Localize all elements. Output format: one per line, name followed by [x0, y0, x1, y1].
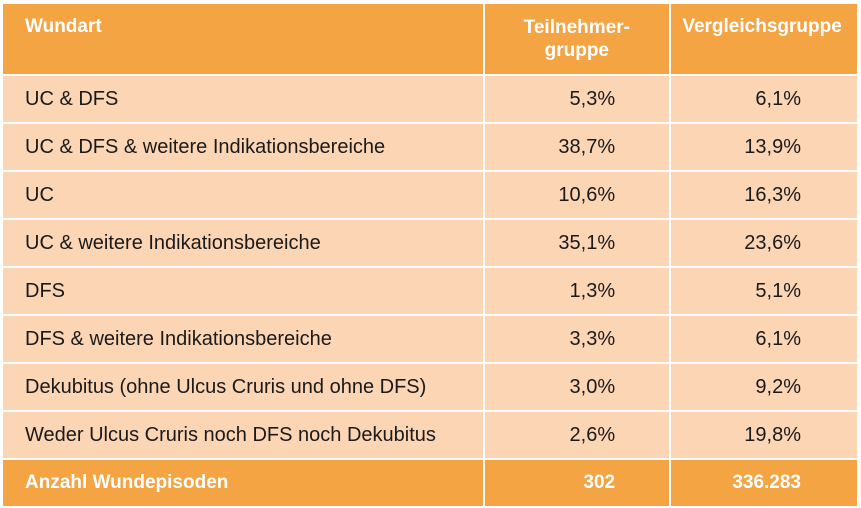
table-row: Weder Ulcus Cruris noch DFS noch Dekubit…	[1, 410, 859, 460]
row-vergleich-value: 6,1%	[669, 314, 859, 364]
row-label: UC & DFS & weitere Indikationsbereiche	[1, 122, 485, 172]
header-teilnehmergruppe: Teilnehmer- gruppe	[482, 2, 672, 76]
row-teilnehmer-value: 3,3%	[482, 314, 672, 364]
row-vergleich-value: 5,1%	[669, 266, 859, 316]
row-vergleich-value: 19,8%	[669, 410, 859, 460]
footer-label: Anzahl Wundepisoden	[1, 458, 485, 508]
row-vergleich-value: 16,3%	[669, 170, 859, 220]
row-vergleich-value: 13,9%	[669, 122, 859, 172]
footer-teilnehmer-value: 302	[482, 458, 672, 508]
row-label: UC & DFS	[1, 74, 485, 124]
row-teilnehmer-value: 38,7%	[482, 122, 672, 172]
table-row: UC 10,6% 16,3%	[1, 170, 859, 220]
row-teilnehmer-value: 1,3%	[482, 266, 672, 316]
row-label: Weder Ulcus Cruris noch DFS noch Dekubit…	[1, 410, 485, 460]
table-row: DFS & weitere Indikationsbereiche 3,3% 6…	[1, 314, 859, 364]
header-teilnehmergruppe-line2: gruppe	[544, 40, 609, 61]
table-header-row: Wundart Teilnehmer- gruppe Vergleichsgru…	[1, 2, 859, 76]
row-teilnehmer-value: 2,6%	[482, 410, 672, 460]
row-label: Dekubitus (ohne Ulcus Cruris und ohne DF…	[1, 362, 485, 412]
footer-vergleich-value: 336.283	[669, 458, 859, 508]
row-label: DFS & weitere Indikationsbereiche	[1, 314, 485, 364]
table-row: DFS 1,3% 5,1%	[1, 266, 859, 316]
header-vergleichsgruppe: Vergleichsgruppe	[669, 2, 859, 76]
table-row: Dekubitus (ohne Ulcus Cruris und ohne DF…	[1, 362, 859, 412]
row-label: UC & weitere Indikationsbereiche	[1, 218, 485, 268]
table-row: UC & DFS & weitere Indikationsbereiche 3…	[1, 122, 859, 172]
table-row: UC & weitere Indikationsbereiche 35,1% 2…	[1, 218, 859, 268]
row-vergleich-value: 6,1%	[669, 74, 859, 124]
row-teilnehmer-value: 5,3%	[482, 74, 672, 124]
row-label: DFS	[1, 266, 485, 316]
header-teilnehmergruppe-line1: Teilnehmer-	[523, 17, 630, 38]
row-vergleich-value: 9,2%	[669, 362, 859, 412]
table-footer-row: Anzahl Wundepisoden 302 336.283	[1, 458, 859, 508]
row-teilnehmer-value: 35,1%	[482, 218, 672, 268]
table-row: UC & DFS 5,3% 6,1%	[1, 74, 859, 124]
row-teilnehmer-value: 3,0%	[482, 362, 672, 412]
row-teilnehmer-value: 10,6%	[482, 170, 672, 220]
header-wundart: Wundart	[1, 2, 485, 76]
row-vergleich-value: 23,6%	[669, 218, 859, 268]
row-label: UC	[1, 170, 485, 220]
